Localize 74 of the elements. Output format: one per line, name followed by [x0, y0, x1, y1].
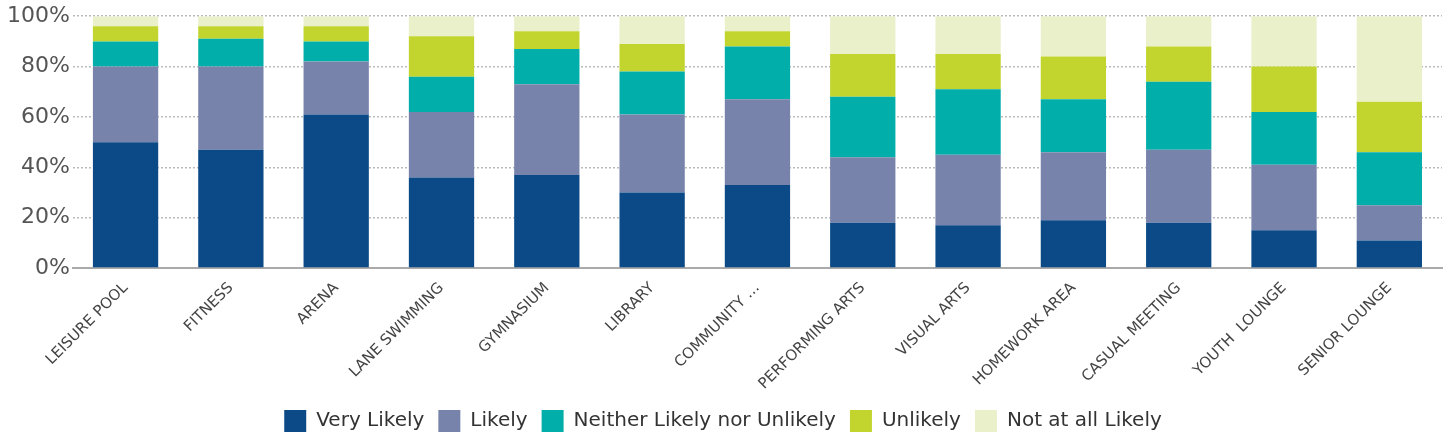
- bar: [830, 222, 896, 268]
- bar: [1251, 230, 1317, 268]
- bar: [92, 142, 159, 268]
- bar: [724, 46, 791, 100]
- y-tick-label: 20%: [20, 203, 70, 229]
- y-tick-label: 100%: [6, 1, 70, 27]
- bar: [198, 38, 264, 67]
- bar: [1251, 66, 1317, 112]
- bar: [935, 16, 1001, 54]
- bar: [1146, 46, 1212, 82]
- y-tick-label: 40%: [20, 153, 70, 179]
- bar: [619, 43, 685, 72]
- bar: [830, 157, 896, 223]
- bar: [830, 16, 896, 54]
- bar: [1356, 205, 1422, 241]
- bar: [1356, 101, 1422, 153]
- bar: [92, 66, 159, 143]
- legend-label: Not at all Likely: [1006, 407, 1162, 432]
- bar: [514, 48, 580, 85]
- y-tick-label: 0%: [34, 253, 70, 279]
- bar: [935, 154, 1001, 226]
- bar: [724, 184, 791, 268]
- bar: [1040, 16, 1107, 57]
- bar: [619, 114, 685, 193]
- bar: [303, 41, 369, 62]
- bar: [408, 16, 475, 37]
- bar: [830, 96, 896, 158]
- bar: [303, 26, 369, 42]
- bar: [198, 66, 264, 150]
- bar: [619, 16, 685, 44]
- bar: [514, 16, 580, 32]
- bar: [619, 192, 685, 268]
- bar: [724, 16, 791, 32]
- bar: [935, 89, 1001, 155]
- y-tick-label: 80%: [20, 52, 70, 78]
- bar: [1040, 99, 1107, 153]
- bar: [1040, 56, 1107, 100]
- bar: [303, 114, 369, 268]
- legend-label: Very Likely: [316, 407, 425, 432]
- bar: [1146, 16, 1212, 47]
- bar: [408, 111, 475, 178]
- bar: [935, 53, 1001, 90]
- bar: [198, 16, 264, 27]
- bar: [1356, 240, 1422, 268]
- bar: [619, 71, 685, 115]
- legend-label: Likely: [470, 407, 528, 432]
- bar: [1040, 220, 1107, 268]
- bar: [198, 26, 264, 39]
- bar: [724, 31, 791, 47]
- bar: [1251, 111, 1317, 165]
- bar: [92, 26, 159, 42]
- bar: [1146, 81, 1212, 150]
- bar: [303, 61, 369, 115]
- bar: [1251, 16, 1317, 67]
- bar: [198, 149, 264, 268]
- bar: [1146, 149, 1212, 223]
- bar: [514, 31, 580, 49]
- bar: [1251, 164, 1317, 231]
- bar: [1146, 222, 1212, 268]
- bar: [408, 177, 475, 268]
- y-tick-label: 60%: [20, 102, 70, 128]
- bar: [514, 174, 580, 268]
- bar: [1040, 152, 1107, 221]
- bar: [830, 53, 896, 97]
- bar: [1356, 16, 1422, 102]
- bar: [724, 99, 791, 185]
- bar: [408, 76, 475, 112]
- bar: [92, 41, 159, 67]
- bar: [1356, 152, 1422, 206]
- bar: [408, 36, 475, 77]
- bar: [514, 84, 580, 175]
- legend-label: Neither Likely nor Unlikely: [573, 407, 837, 432]
- legend-label: Unlikely: [881, 407, 962, 432]
- bar: [935, 225, 1001, 268]
